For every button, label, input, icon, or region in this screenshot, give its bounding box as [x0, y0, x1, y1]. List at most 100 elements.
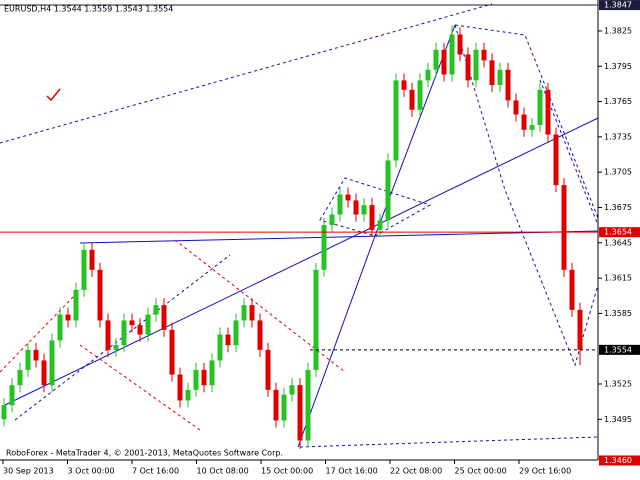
y-tick-label: 1.3645	[604, 238, 632, 247]
candle-body	[441, 49, 447, 75]
y-tick-label: 1.3735	[604, 132, 632, 141]
candle-body	[305, 369, 311, 441]
candle-body	[57, 314, 63, 341]
y-tick-label: 1.3765	[604, 97, 632, 106]
candle-body	[241, 305, 247, 321]
candle-body	[537, 89, 543, 126]
candle-body	[281, 394, 287, 421]
candle-body	[33, 349, 39, 361]
candle-body	[161, 305, 167, 330]
y-tick-label: 1.3585	[604, 309, 632, 318]
y-tick-label: 1.3525	[604, 379, 632, 388]
y-tick-label: 1.3825	[604, 26, 632, 35]
x-tick-label: 22 Oct 08:00	[390, 467, 442, 476]
candle-body	[73, 289, 79, 321]
candle-body	[577, 309, 583, 350]
candle-body	[457, 34, 463, 55]
candle-body	[353, 200, 359, 215]
candle-body	[385, 160, 391, 221]
candle-body	[97, 269, 103, 321]
x-tick-label: 3 Oct 00:00	[68, 467, 115, 476]
candle-body	[473, 49, 479, 81]
x-tick-label: 7 Oct 16:00	[132, 467, 179, 476]
price-label-box	[599, 227, 640, 238]
candle-body	[65, 314, 71, 321]
price-label: 1.3654	[604, 228, 632, 237]
price-label: 1.3847	[604, 1, 632, 10]
candle-body	[257, 320, 263, 350]
candle-body	[89, 249, 95, 270]
pattern-line	[79, 344, 201, 431]
candle-body	[521, 114, 527, 130]
candle-body	[417, 80, 423, 110]
y-tick-label: 1.3795	[604, 62, 632, 71]
y-tick-label: 1.3495	[604, 415, 632, 424]
candle-body	[113, 345, 119, 350]
x-tick-label: 15 Oct 00:00	[261, 467, 313, 476]
candle-body	[409, 89, 415, 110]
candle-body	[177, 374, 183, 401]
footer: RoboForex - MetaTrader 4, © 2001-2013, M…	[6, 449, 283, 458]
x-tick-label: 17 Oct 16:00	[326, 467, 378, 476]
support-line	[299, 436, 599, 448]
candle-body	[345, 194, 351, 201]
chart-title: EURUSD,H4 1.3544 1.3559 1.3543 1.3554	[4, 5, 173, 14]
candle-body	[489, 60, 495, 86]
y-tick-label: 1.3675	[604, 203, 632, 212]
candle-body	[209, 360, 215, 386]
candle-body	[129, 320, 135, 326]
candle-body	[265, 349, 271, 390]
candle-body	[9, 385, 15, 406]
candle-body	[273, 389, 279, 421]
trend-line	[4, 117, 599, 406]
trend-line	[297, 24, 456, 448]
candle-body	[105, 320, 111, 350]
candle-body	[425, 69, 431, 81]
pattern-line	[0, 289, 81, 373]
trend-line	[79, 230, 599, 244]
candle-body	[337, 194, 343, 215]
candle-body	[433, 49, 439, 70]
candle-body	[545, 89, 551, 135]
y-tick-label: 1.3615	[604, 274, 632, 283]
candle-body	[81, 249, 87, 290]
price-label: 1.3554	[604, 345, 632, 354]
candle-body	[297, 385, 303, 441]
candle-body	[201, 369, 207, 386]
candle-body	[505, 69, 511, 101]
candle-body	[233, 320, 239, 346]
candle-body	[377, 220, 383, 230]
candle-body	[121, 320, 127, 346]
candle-body	[145, 314, 151, 335]
pattern-line	[454, 24, 599, 367]
candle-body	[465, 54, 471, 81]
x-tick-label: 25 Oct 00:00	[455, 467, 507, 476]
candle-body	[393, 80, 399, 161]
price-label-box	[599, 344, 640, 355]
channel-line	[0, 3, 493, 144]
price-label-box	[599, 455, 640, 466]
candle-body	[249, 305, 255, 321]
candle-body	[185, 389, 191, 401]
candle-body	[321, 225, 327, 270]
pattern-line	[319, 177, 432, 237]
candle-body	[169, 329, 175, 375]
candle-body	[153, 305, 159, 315]
check-mark	[46, 88, 61, 102]
candle-body	[369, 205, 375, 230]
x-tick-label: 29 Oct 16:00	[519, 467, 571, 476]
candle-body	[41, 360, 47, 386]
candle-body	[193, 369, 199, 390]
candle-body	[329, 214, 335, 226]
candle-body	[1, 405, 7, 420]
candle-body	[361, 205, 367, 215]
price-label-box	[599, 0, 640, 11]
candle-body	[17, 369, 23, 386]
candle-body	[313, 269, 319, 370]
candle-body	[217, 334, 223, 361]
candle-body	[497, 69, 503, 86]
y-tick-label: 1.3705	[604, 168, 632, 177]
candle-body	[137, 325, 143, 335]
